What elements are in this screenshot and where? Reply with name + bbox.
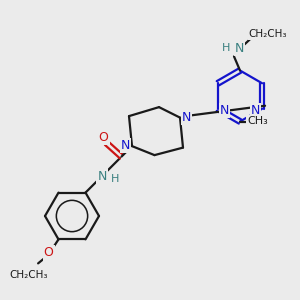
Text: N: N — [121, 139, 130, 152]
Text: N: N — [220, 104, 229, 117]
Text: H: H — [110, 173, 119, 184]
Text: CH₂CH₃: CH₂CH₃ — [10, 270, 48, 280]
Text: O: O — [44, 246, 53, 260]
Text: N: N — [251, 104, 260, 117]
Text: N: N — [182, 111, 191, 124]
Text: O: O — [99, 131, 108, 144]
Text: CH₂CH₃: CH₂CH₃ — [249, 28, 287, 39]
Text: N: N — [97, 169, 107, 183]
Text: N: N — [235, 41, 244, 55]
Text: H: H — [222, 43, 231, 53]
Text: CH₃: CH₃ — [247, 116, 268, 127]
